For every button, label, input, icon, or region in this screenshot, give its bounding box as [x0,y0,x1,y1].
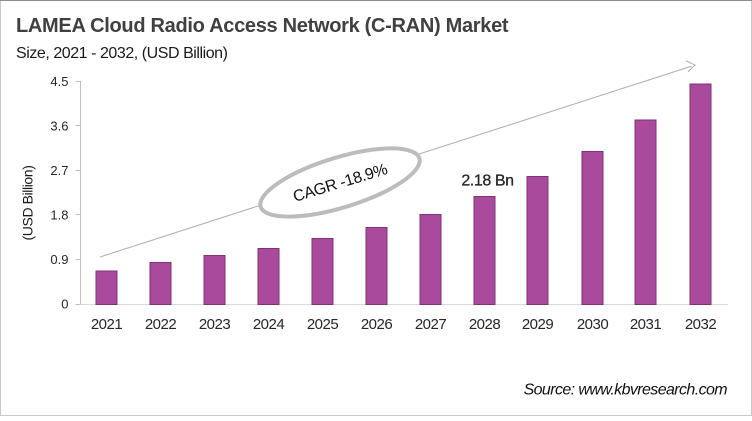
svg-text:2023: 2023 [199,316,231,333]
svg-text:1.8: 1.8 [50,208,68,223]
svg-text:2.18 Bn: 2.18 Bn [461,173,513,190]
svg-text:2031: 2031 [630,316,662,333]
svg-text:2026: 2026 [361,316,393,333]
svg-text:2032: 2032 [685,316,717,333]
svg-text:Source: www.kbvresearch.com: Source: www.kbvresearch.com [524,382,728,399]
svg-text:4.5: 4.5 [50,74,68,89]
svg-text:LAMEA Cloud Radio Access Netwo: LAMEA Cloud Radio Access Network (C-RAN)… [16,15,509,37]
svg-text:2022: 2022 [145,316,177,333]
svg-text:Size, 2021 - 2032, (USD Billio: Size, 2021 - 2032, (USD Billion) [16,45,228,62]
svg-text:2025: 2025 [307,316,339,333]
svg-text:3.6: 3.6 [50,119,68,134]
svg-text:2.7: 2.7 [50,163,68,178]
svg-text:0: 0 [61,297,68,312]
svg-text:2028: 2028 [469,316,501,333]
svg-text:2027: 2027 [415,316,447,333]
svg-text:2021: 2021 [91,316,123,333]
svg-text:2029: 2029 [522,316,554,333]
svg-text:(USD Billion): (USD Billion) [20,166,36,241]
svg-text:0.9: 0.9 [50,252,68,267]
svg-text:2024: 2024 [253,316,285,333]
svg-text:2030: 2030 [577,316,609,333]
